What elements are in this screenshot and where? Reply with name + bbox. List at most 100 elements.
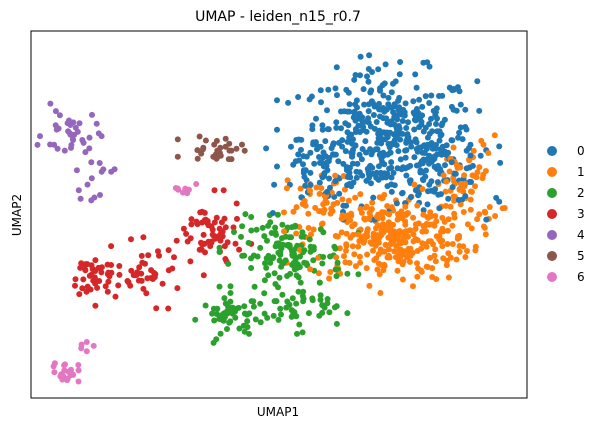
scatter-point-cluster-0: [300, 167, 307, 174]
scatter-point-cluster-3: [220, 187, 227, 194]
scatter-point-cluster-4: [37, 133, 43, 140]
scatter-point-cluster-0: [462, 106, 469, 113]
scatter-point-cluster-4: [52, 108, 59, 115]
scatter-point-cluster-2: [275, 316, 282, 323]
scatter-point-cluster-2: [276, 240, 282, 247]
scatter-point-cluster-0: [322, 138, 329, 145]
scatter-point-cluster-0: [438, 122, 445, 129]
scatter-point-cluster-5: [174, 136, 181, 143]
scatter-point-cluster-0: [396, 71, 403, 78]
scatter-point-cluster-2: [279, 235, 285, 242]
scatter-point-cluster-1: [347, 234, 354, 241]
scatter-point-cluster-1: [415, 265, 422, 272]
scatter-point-cluster-0: [346, 164, 353, 171]
scatter-point-cluster-2: [245, 239, 252, 246]
scatter-point-cluster-1: [451, 214, 458, 221]
scatter-point-cluster-0: [426, 100, 433, 106]
scatter-point-cluster-3: [204, 220, 211, 227]
scatter-point-cluster-2: [264, 314, 271, 321]
scatter-point-cluster-5: [210, 153, 217, 160]
scatter-point-cluster-0: [324, 188, 330, 195]
scatter-point-cluster-0: [396, 125, 403, 132]
scatter-point-cluster-0: [324, 159, 331, 166]
scatter-point-cluster-0: [467, 152, 474, 159]
scatter-point-cluster-0: [340, 202, 347, 209]
scatter-point-cluster-2: [231, 229, 237, 235]
scatter-point-cluster-0: [411, 126, 418, 133]
scatter-point-cluster-2: [213, 311, 220, 317]
scatter-point-cluster-0: [399, 130, 406, 137]
scatter-point-cluster-1: [391, 248, 398, 255]
scatter-point-cluster-5: [239, 141, 245, 148]
scatter-point-cluster-0: [357, 53, 364, 60]
scatter-point-cluster-2: [264, 237, 270, 244]
scatter-point-cluster-2: [278, 311, 284, 318]
scatter-point-cluster-1: [357, 191, 364, 198]
scatter-point-cluster-1: [399, 261, 406, 268]
scatter-point-cluster-6: [51, 360, 58, 367]
scatter-point-cluster-1: [412, 225, 419, 232]
scatter-point-cluster-2: [324, 296, 331, 302]
scatter-point-cluster-0: [352, 72, 359, 78]
scatter-point-cluster-0: [352, 117, 359, 124]
scatter-point-cluster-3: [86, 272, 93, 279]
scatter-point-cluster-2: [299, 329, 306, 336]
scatter-point-cluster-1: [364, 251, 371, 258]
scatter-point-cluster-1: [404, 210, 411, 217]
scatter-point-cluster-0: [378, 155, 385, 162]
scatter-point-cluster-2: [246, 310, 253, 317]
scatter-point-cluster-6: [59, 376, 66, 383]
scatter-point-cluster-3: [236, 246, 243, 253]
scatter-point-cluster-0: [417, 167, 424, 174]
scatter-point-cluster-2: [275, 284, 281, 291]
scatter-point-cluster-0: [369, 164, 376, 171]
scatter-point-cluster-2: [192, 316, 199, 323]
scatter-point-cluster-0: [316, 154, 322, 160]
scatter-point-cluster-1: [456, 243, 463, 249]
scatter-point-cluster-1: [443, 178, 450, 185]
scatter-point-cluster-3: [95, 264, 102, 271]
scatter-point-cluster-1: [297, 185, 304, 192]
scatter-point-cluster-1: [382, 241, 389, 248]
scatter-point-cluster-2: [274, 211, 281, 218]
scatter-point-cluster-1: [432, 213, 439, 219]
scatter-point-cluster-0: [395, 97, 402, 104]
scatter-point-cluster-2: [242, 211, 249, 218]
scatter-point-cluster-0: [422, 156, 429, 163]
scatter-point-cluster-4: [34, 141, 41, 148]
scatter-point-cluster-0: [368, 180, 374, 187]
scatter-point-cluster-3: [127, 282, 134, 289]
scatter-point-cluster-2: [270, 312, 277, 319]
scatter-point-cluster-0: [453, 107, 460, 114]
scatter-point-cluster-0: [392, 113, 398, 120]
scatter-point-cluster-0: [363, 128, 370, 135]
scatter-point-cluster-1: [315, 270, 322, 277]
legend-marker-4: [547, 230, 557, 240]
scatter-point-cluster-1: [385, 234, 392, 241]
scatter-point-cluster-1: [481, 224, 488, 231]
scatter-point-cluster-2: [229, 310, 236, 317]
scatter-point-cluster-1: [312, 204, 319, 211]
scatter-point-cluster-0: [356, 110, 363, 117]
scatter-point-cluster-0: [395, 148, 402, 155]
scatter-point-cluster-0: [388, 174, 395, 181]
scatter-point-cluster-1: [343, 242, 350, 249]
scatter-point-cluster-2: [217, 330, 224, 337]
scatter-point-cluster-1: [392, 254, 399, 261]
scatter-point-cluster-2: [309, 295, 316, 302]
scatter-point-cluster-1: [370, 247, 376, 254]
scatter-point-cluster-2: [289, 252, 296, 259]
scatter-point-cluster-1: [367, 239, 374, 246]
scatter-point-cluster-1: [411, 181, 418, 188]
scatter-point-cluster-2: [272, 224, 279, 231]
scatter-point-cluster-1: [454, 165, 461, 171]
scatter-point-cluster-1: [384, 210, 391, 217]
scatter-point-cluster-1: [349, 223, 356, 230]
scatter-point-cluster-2: [331, 304, 338, 311]
scatter-point-cluster-1: [355, 243, 362, 250]
scatter-point-cluster-0: [368, 98, 375, 105]
scatter-point-cluster-3: [198, 239, 204, 246]
scatter-point-cluster-1: [371, 257, 378, 263]
scatter-point-cluster-2: [319, 309, 326, 316]
